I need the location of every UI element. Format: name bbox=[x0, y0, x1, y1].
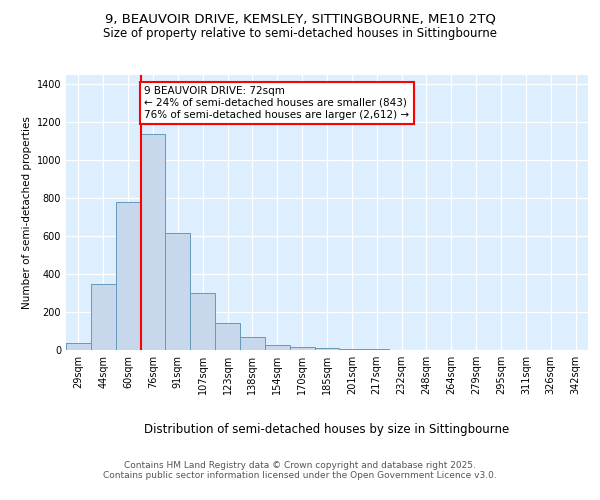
Bar bbox=[140, 134, 166, 350]
Bar bbox=[340, 349, 364, 350]
Bar bbox=[265, 346, 290, 350]
Text: 9 BEAUVOIR DRIVE: 72sqm
← 24% of semi-detached houses are smaller (843)
76% of s: 9 BEAUVOIR DRIVE: 72sqm ← 24% of semi-de… bbox=[145, 86, 409, 120]
Bar bbox=[166, 234, 190, 350]
Y-axis label: Number of semi-detached properties: Number of semi-detached properties bbox=[22, 116, 32, 309]
Text: Contains HM Land Registry data © Crown copyright and database right 2025.
Contai: Contains HM Land Registry data © Crown c… bbox=[103, 460, 497, 480]
Bar bbox=[290, 347, 314, 350]
Bar bbox=[91, 284, 116, 350]
Text: Distribution of semi-detached houses by size in Sittingbourne: Distribution of semi-detached houses by … bbox=[145, 422, 509, 436]
Text: Size of property relative to semi-detached houses in Sittingbourne: Size of property relative to semi-detach… bbox=[103, 28, 497, 40]
Bar bbox=[66, 344, 91, 350]
Bar bbox=[215, 324, 240, 350]
Text: 9, BEAUVOIR DRIVE, KEMSLEY, SITTINGBOURNE, ME10 2TQ: 9, BEAUVOIR DRIVE, KEMSLEY, SITTINGBOURN… bbox=[104, 12, 496, 26]
Bar bbox=[190, 293, 215, 350]
Bar bbox=[240, 336, 265, 350]
Bar bbox=[116, 202, 140, 350]
Bar bbox=[314, 348, 340, 350]
Bar bbox=[364, 349, 389, 350]
